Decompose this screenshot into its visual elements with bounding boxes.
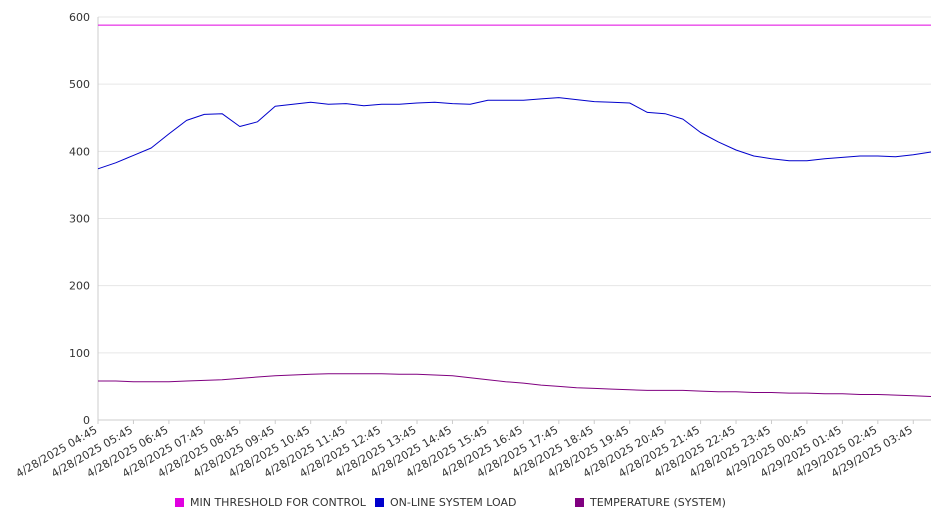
axes — [97, 17, 931, 424]
y-tick-label: 400 — [69, 145, 90, 158]
legend-swatch — [575, 498, 584, 507]
series-lines — [97, 24, 932, 397]
x-tick-labels: 4/28/2025 04:454/28/2025 05:454/28/2025 … — [14, 423, 915, 480]
y-tick-label: 600 — [69, 11, 90, 24]
legend-item[interactable]: ON-LINE SYSTEM LOAD — [375, 496, 516, 509]
legend-label: ON-LINE SYSTEM LOAD — [390, 496, 517, 509]
legend-swatch — [375, 498, 384, 507]
y-tick-label: 500 — [69, 78, 90, 91]
series-line-2 — [98, 373, 932, 397]
y-tick-label: 200 — [69, 280, 90, 293]
legend-label: MIN THRESHOLD FOR CONTROL — [190, 496, 366, 509]
legend: MIN THRESHOLD FOR CONTROL ON-LINE SYSTEM … — [0, 496, 946, 518]
legend-swatch — [175, 498, 184, 507]
y-tick-label: 0 — [83, 414, 90, 427]
legend-item[interactable]: TEMPERATURE (SYSTEM) — [575, 496, 726, 509]
line-chart: 0 100 200 300 400 500 600 4/28/2025 04:454/28/… — [14, 11, 932, 480]
legend-item[interactable]: MIN THRESHOLD FOR CONTROL — [175, 496, 366, 509]
y-tick-labels: 0 100 200 300 400 500 600 — [69, 11, 90, 427]
y-tick-label: 300 — [69, 213, 90, 226]
gridlines — [98, 16, 931, 354]
legend-label: TEMPERATURE (SYSTEM) — [590, 496, 726, 509]
series-line-1 — [97, 97, 932, 170]
y-tick-label: 100 — [69, 347, 90, 360]
